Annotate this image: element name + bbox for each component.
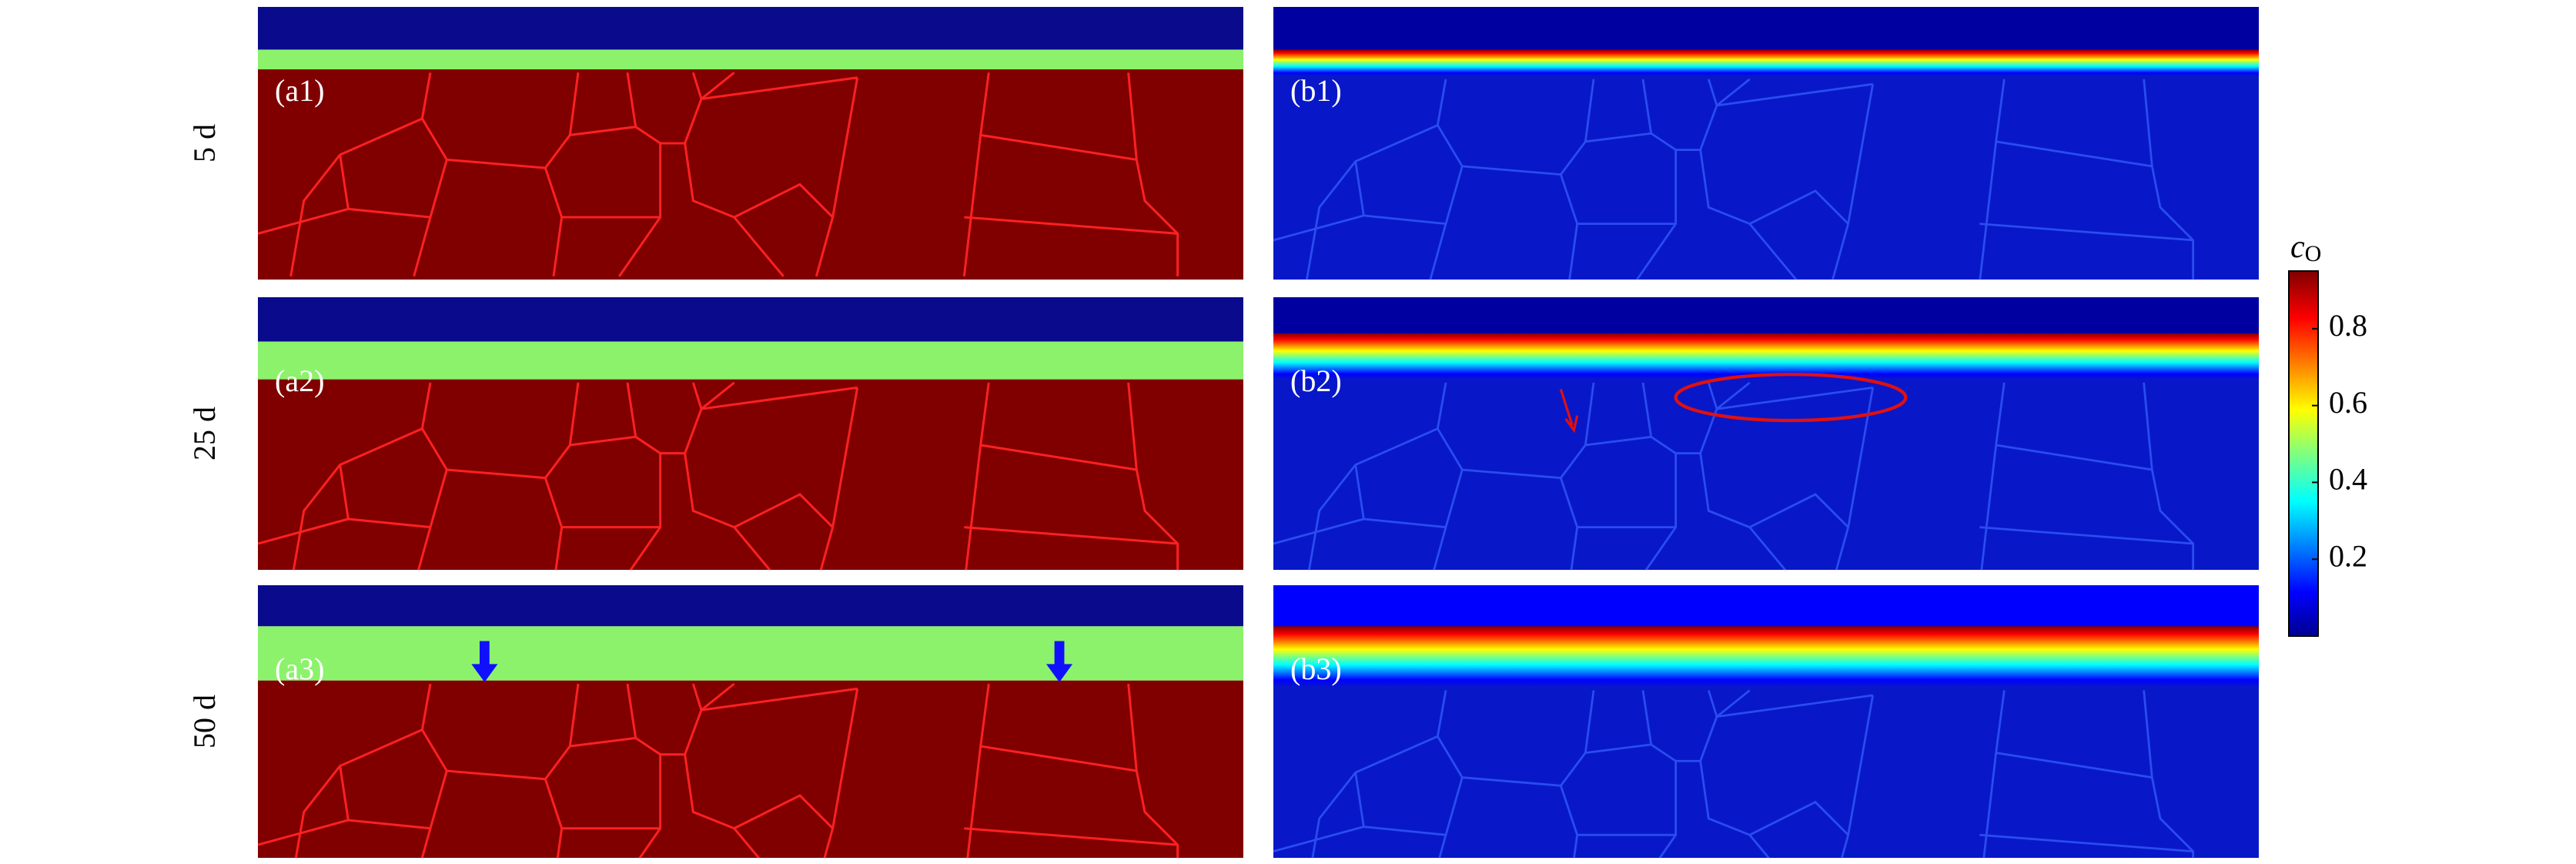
oxide-film xyxy=(258,626,1243,681)
concentration-front xyxy=(1273,626,2259,688)
panel-label: (a2) xyxy=(275,363,324,398)
oxide-film xyxy=(258,341,1243,380)
concentration-front xyxy=(1273,333,2259,380)
panel xyxy=(1273,7,2259,280)
highlight-ellipse xyxy=(1674,373,1908,423)
row-label: 50 d xyxy=(187,695,222,748)
top-layer xyxy=(1273,297,2259,333)
colorbar-symbol: c xyxy=(2290,229,2305,265)
arrow xyxy=(471,641,498,682)
oxide-film xyxy=(258,49,1243,70)
metal-grains xyxy=(258,680,1243,859)
row-label: 25 d xyxy=(187,407,222,460)
highlight-arrow xyxy=(1559,388,1579,434)
panel-label: (b2) xyxy=(1290,363,1342,398)
colorbar-tick-label: 0.2 xyxy=(2329,538,2367,573)
metal-grains xyxy=(258,69,1243,280)
panel xyxy=(258,585,1243,859)
oxide-layer xyxy=(258,7,1243,50)
panel xyxy=(1273,297,2259,571)
top-layer xyxy=(1273,585,2259,627)
colorbar-tick-label: 0.8 xyxy=(2329,308,2367,343)
panel xyxy=(1273,585,2259,859)
arrow xyxy=(1045,641,1073,682)
panel xyxy=(258,297,1243,571)
metal-grains xyxy=(258,379,1243,571)
row-label: 5 d xyxy=(187,124,222,162)
colorbar-label: cO xyxy=(2290,229,2321,266)
concentration-front xyxy=(1273,49,2259,76)
panel xyxy=(258,7,1243,280)
colorbar-tick-label: 0.6 xyxy=(2329,385,2367,420)
colorbar xyxy=(2288,270,2319,637)
top-layer xyxy=(1273,7,2259,50)
colorbar-subscript: O xyxy=(2305,241,2322,266)
panel-label: (b1) xyxy=(1290,73,1342,108)
colorbar-tick-label: 0.4 xyxy=(2329,462,2367,497)
panel-label: (a3) xyxy=(275,651,324,686)
panel-label: (a1) xyxy=(275,73,324,108)
oxide-layer xyxy=(258,297,1243,342)
oxide-layer xyxy=(258,585,1243,627)
panel-label: (b3) xyxy=(1290,651,1342,686)
